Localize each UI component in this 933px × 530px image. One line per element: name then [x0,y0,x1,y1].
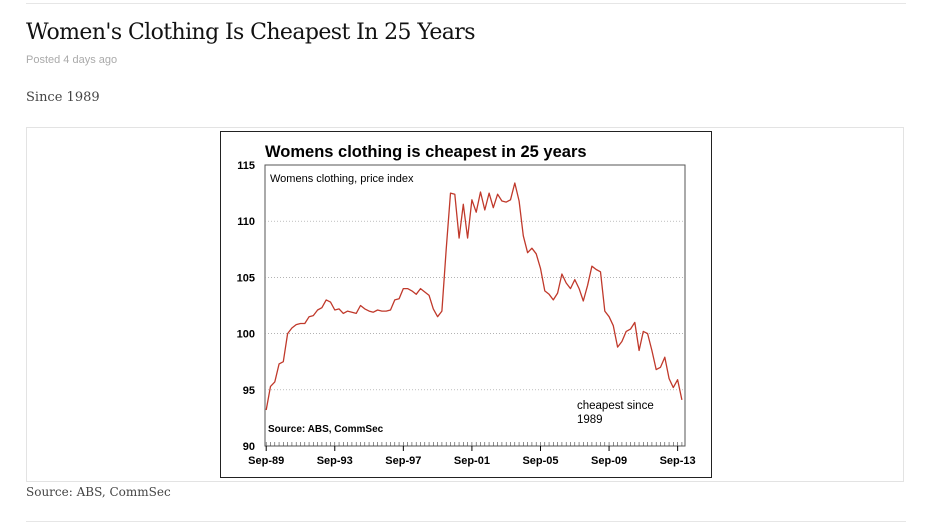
chart-annotation: cheapest since 1989 [577,400,654,426]
y-tick-label: 110 [237,216,255,228]
plot-area [264,164,686,447]
x-tick-label: Sep-13 [660,455,696,467]
gridlines [265,220,685,391]
post-intro: Since 1989 [26,90,100,105]
x-tick-label: Sep-89 [248,455,284,467]
y-tick-label: 100 [237,329,255,341]
chart-source-label: Source: ABS, CommSec [268,424,384,435]
y-tick-label: 115 [237,160,255,172]
line-chart: Womens clothing is cheapest in 25 years … [237,143,696,467]
series-line [265,182,683,411]
x-tick-label: Sep-01 [454,455,490,467]
y-axis: 90 95 100 105 110 115 [237,160,255,453]
annotation-line: 1989 [577,414,603,426]
bottom-divider [26,521,906,522]
post-title[interactable]: Women's Clothing Is Cheapest In 25 Years [26,20,475,45]
x-tick-label: Sep-97 [385,455,421,467]
x-tick-label: Sep-05 [522,455,558,467]
annotation-line: cheapest since [577,400,654,412]
y-tick-label: 90 [243,441,255,453]
figure-frame [26,127,904,482]
chart-subtitle: Womens clothing, price index [270,173,414,185]
x-tick-label: Sep-93 [317,455,353,467]
chart-container: Womens clothing is cheapest in 25 years … [220,131,712,478]
y-tick-label: 105 [237,272,255,284]
y-tick-label: 95 [243,385,255,397]
post-date: Posted 4 days ago [26,54,118,66]
top-divider [26,3,906,4]
x-axis: Sep-89 Sep-93 Sep-97 Sep-01 Sep-05 Sep-09 Sep-… [248,442,696,467]
chart-title: Womens clothing is cheapest in 25 years [265,143,587,161]
post-source: Source: ABS, CommSec [26,485,171,499]
x-tick-label: Sep-09 [591,455,627,467]
